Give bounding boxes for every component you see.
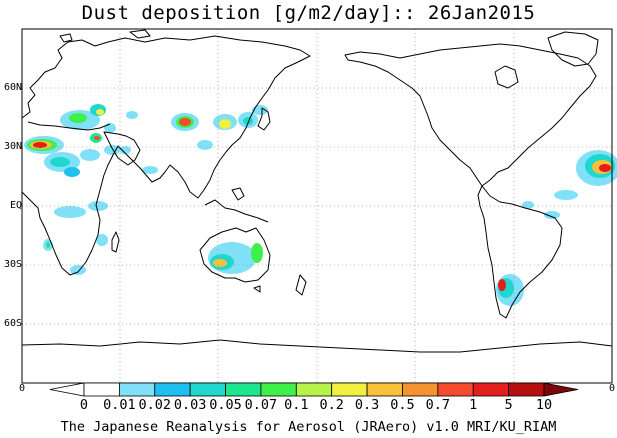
map-title: Dust deposition [g/m2/day]:: 26Jan2015 — [81, 2, 536, 24]
colorbar-box — [366, 382, 403, 397]
colorbar-box — [189, 382, 226, 397]
colorbar-tick-label: 0.02 — [138, 397, 172, 413]
colorbar-tick-label: 0.05 — [209, 397, 242, 413]
colorbar-tick-label: 0.2 — [319, 397, 344, 413]
lon-label-right: 0 — [609, 383, 616, 394]
credit-line: The Japanese Reanalysis for Aerosol (JRA… — [60, 419, 557, 435]
colorbar-tick-label: 0.1 — [284, 397, 309, 413]
colorbar-box — [118, 382, 156, 397]
colorbar-tick-label: 0.03 — [173, 397, 207, 413]
coastlines — [21, 29, 613, 353]
lon-label-left: 0 — [19, 383, 26, 394]
lat-label-60s: 60S — [3, 318, 22, 329]
colorbar-tick-label: 0.01 — [103, 397, 136, 413]
colorbar-tick-label: 0 — [79, 397, 89, 413]
lat-lon-grid — [22, 29, 612, 383]
lat-label-30s: 30S — [3, 259, 22, 270]
colorbar-box — [295, 382, 333, 397]
dust-deposition-field — [24, 104, 617, 306]
colorbar-box — [437, 382, 474, 397]
colorbar-tick-label: 0.5 — [390, 397, 415, 413]
colorbar-box — [83, 382, 120, 397]
colorbar-box — [260, 382, 297, 397]
colorbar — [49, 382, 579, 397]
colorbar-arrow-low — [49, 382, 85, 397]
colorbar-tick-label: 5 — [504, 397, 513, 413]
colorbar-box — [154, 382, 191, 397]
colorbar-tick-label: 0.7 — [425, 397, 451, 413]
colorbar-tick-label: 10 — [535, 397, 553, 413]
lat-label-eq: EQ — [9, 200, 22, 211]
colorbar-box — [225, 382, 262, 397]
lat-label-30n: 30N — [3, 141, 22, 152]
colorbar-tick-label: 0.3 — [354, 397, 380, 413]
lat-label-60n: 60N — [3, 82, 22, 93]
colorbar-box — [472, 382, 510, 397]
colorbar-box — [508, 382, 545, 397]
colorbar-box — [331, 382, 368, 397]
colorbar-tick-label: 1 — [469, 397, 478, 413]
colorbar-tick-label: 0.07 — [244, 397, 278, 413]
colorbar-box — [402, 382, 439, 397]
colorbar-arrow-high — [543, 382, 579, 397]
